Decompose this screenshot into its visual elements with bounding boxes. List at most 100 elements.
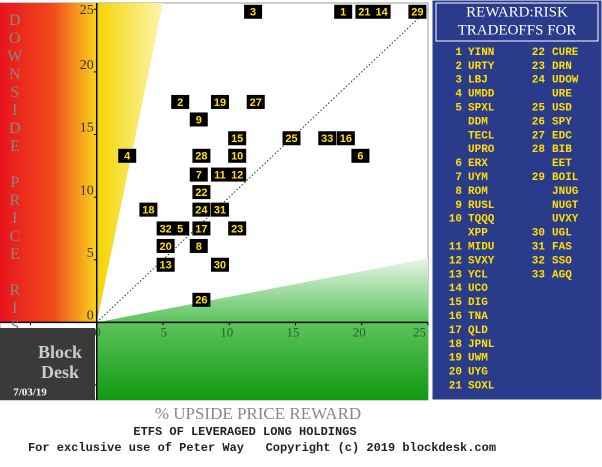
- x-tick-label: 20: [353, 324, 366, 339]
- legend-ticker: TNA: [468, 311, 488, 323]
- legend-ticker: DIG: [468, 297, 488, 309]
- point: [118, 148, 137, 163]
- point: [408, 4, 427, 19]
- legend-number: 1: [455, 47, 462, 59]
- point: [192, 202, 211, 217]
- legend-ticker: UWM: [468, 353, 488, 365]
- legend-number: 3: [455, 75, 462, 87]
- legend-number: 33: [532, 269, 546, 281]
- point-label: 10: [231, 151, 243, 163]
- point-label: 4: [124, 151, 131, 163]
- legend-ticker: JPNL: [468, 339, 495, 351]
- point-label: 7: [196, 169, 202, 181]
- point: [228, 131, 247, 146]
- legend-number: 12: [449, 255, 462, 267]
- legend-ticker: SOXL: [468, 381, 495, 393]
- point-label: 19: [214, 97, 226, 109]
- point: [192, 185, 211, 200]
- legend-ticker: BIB: [552, 144, 572, 156]
- point-label: 24: [195, 205, 208, 217]
- reward-zone: [96, 258, 428, 400]
- legend-ticker: AGQ: [552, 269, 572, 281]
- point: [282, 131, 301, 146]
- legend-number: 27: [532, 130, 545, 142]
- point-label: 3: [250, 7, 256, 19]
- point-label: 16: [340, 133, 352, 145]
- legend-ticker: URE: [552, 89, 572, 101]
- legend-number: 6: [455, 158, 462, 170]
- point: [210, 167, 229, 182]
- point-label: 18: [142, 205, 154, 217]
- point: [189, 112, 208, 127]
- legend-ticker: UYG: [468, 367, 488, 379]
- legend-ticker: MIDU: [468, 242, 494, 254]
- point-label: 26: [195, 295, 207, 307]
- legend-number: 19: [449, 353, 462, 365]
- point: [318, 131, 337, 146]
- legend-ticker: TECL: [468, 130, 495, 142]
- point-label: 30: [214, 260, 226, 272]
- point-label: 21: [358, 7, 370, 19]
- y-tick-label: 10: [80, 183, 94, 198]
- point: [171, 94, 190, 109]
- point: [156, 221, 175, 236]
- legend-ticker: YCL: [468, 269, 488, 281]
- point-label: 25: [285, 133, 297, 145]
- legend-number: 11: [449, 242, 463, 254]
- legend-number: 24: [532, 75, 546, 87]
- point: [156, 257, 175, 272]
- point-label: 8: [196, 241, 202, 253]
- date: 7/03/19: [13, 387, 47, 399]
- legend-ticker: BOIL: [552, 172, 579, 184]
- legend-ticker: UDOW: [552, 75, 579, 87]
- legend-number: 9: [455, 200, 462, 212]
- y-tick-label: 25: [80, 3, 94, 18]
- legend-ticker: DDM: [468, 116, 488, 128]
- legend-number: 25: [532, 103, 546, 115]
- legend-ticker: JNUG: [552, 186, 579, 198]
- legend-title: TRADEOFFS FOR: [458, 22, 577, 38]
- legend-ticker: UVXY: [552, 214, 579, 226]
- point-label: 27: [250, 97, 262, 109]
- legend-ticker: SPXL: [468, 103, 495, 115]
- legend-number: 31: [532, 242, 546, 254]
- legend-ticker: UMDD: [468, 89, 495, 101]
- point-label: 17: [195, 223, 207, 235]
- point-label: 6: [357, 151, 363, 163]
- legend-ticker: SVXY: [468, 255, 495, 267]
- y-tick-label: 20: [80, 58, 94, 73]
- legend-title: REWARD:RISK: [466, 4, 568, 20]
- legend-number: 32: [532, 255, 545, 267]
- legend-ticker: XPP: [468, 228, 488, 240]
- legend-number: 15: [449, 297, 463, 309]
- legend-number: 8: [455, 186, 462, 198]
- point: [228, 221, 247, 236]
- brand: Desk: [41, 362, 79, 382]
- legend-number: 17: [449, 325, 462, 337]
- x-tick-label: 25: [413, 324, 426, 339]
- legend-ticker: EDC: [552, 130, 572, 142]
- point-label: 32: [160, 223, 172, 235]
- legend-number: 14: [449, 283, 463, 295]
- legend-ticker: RUSL: [468, 200, 495, 212]
- legend-number: 2: [455, 61, 462, 73]
- point-label: 20: [160, 241, 172, 253]
- x-tick-label: 15: [286, 324, 299, 339]
- point-label: 13: [160, 260, 172, 272]
- legend-panel: [431, 0, 602, 401]
- x-tick-label: 10: [220, 324, 233, 339]
- legend-number: 22: [532, 47, 545, 59]
- point: [189, 167, 208, 182]
- point: [210, 257, 229, 272]
- subtitle: ETFS OF LEVERAGED LONG HOLDINGS: [133, 425, 356, 439]
- point: [372, 4, 391, 19]
- point: [192, 292, 211, 307]
- legend-ticker: DRN: [552, 61, 572, 73]
- legend-ticker: USD: [552, 103, 572, 115]
- point: [156, 238, 175, 253]
- point: [192, 221, 211, 236]
- legend-ticker: ROM: [468, 186, 488, 198]
- point-label: 11: [214, 169, 226, 181]
- legend-number: 4: [455, 89, 462, 101]
